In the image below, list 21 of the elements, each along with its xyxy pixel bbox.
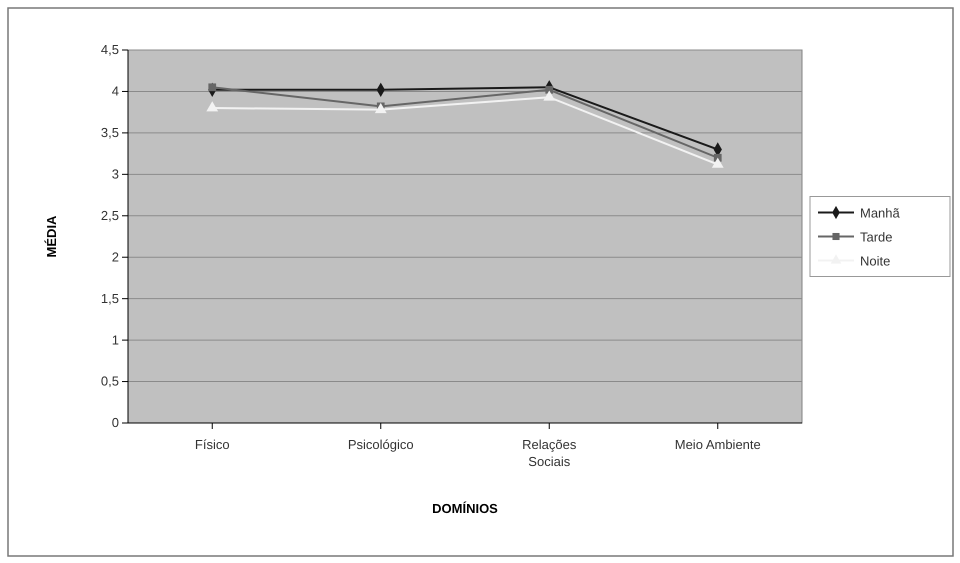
y-axis-title: MÉDIA — [44, 214, 59, 258]
y-tick-label: 4 — [112, 84, 119, 99]
legend-label: Noite — [860, 254, 890, 268]
legend-label: Manhã — [860, 206, 901, 220]
x-tick-label: Psicológico — [348, 437, 414, 452]
x-tick-label: Relações Sociais — [522, 437, 577, 469]
y-tick-label: 2,5 — [100, 208, 119, 223]
x-tick-label: Físico — [194, 437, 230, 452]
y-tick-label: 0 — [112, 415, 119, 430]
y-tick-label: 3,5 — [100, 125, 119, 140]
point — [712, 158, 724, 168]
legend-label: Tarde — [860, 230, 893, 244]
y-tick-label: 0,5 — [100, 374, 119, 389]
x-axis-title: DOMÍNIOS — [432, 501, 498, 516]
x-tick-label: Meio Ambiente — [674, 437, 761, 452]
y-tick-label: 1,5 — [100, 290, 119, 306]
y-tick-label: 1 — [112, 332, 119, 348]
y-tick-label: 2 — [112, 249, 119, 264]
y-tick-label: 4,5 — [100, 42, 119, 58]
y-tick-label: 3 — [112, 166, 119, 182]
point — [208, 83, 216, 92]
